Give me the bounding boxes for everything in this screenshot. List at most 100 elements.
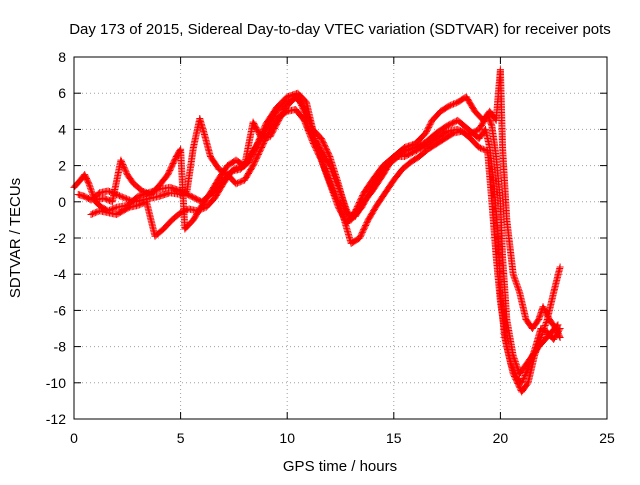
data-point: [300, 104, 308, 112]
data-point: [140, 188, 148, 196]
data-point: [477, 144, 485, 152]
data-point: [91, 209, 99, 217]
data-point: [134, 201, 142, 209]
data-point: [542, 320, 550, 328]
data-point: [86, 183, 94, 191]
data-point: [121, 166, 129, 174]
data-point: [104, 187, 112, 195]
data-point: [326, 179, 334, 187]
data-point: [332, 193, 340, 201]
data-point: [511, 276, 519, 284]
data-point: [531, 352, 539, 360]
series-3: [87, 89, 564, 396]
data-point: [319, 162, 327, 170]
data-point: [324, 173, 332, 181]
data-point: [556, 263, 564, 271]
data-point: [539, 328, 547, 336]
data-point: [115, 192, 123, 200]
data-point: [261, 123, 269, 131]
data-point: [532, 347, 540, 355]
data-point: [308, 123, 316, 131]
data-point: [335, 199, 343, 207]
data-point: [333, 196, 341, 204]
data-point: [238, 177, 246, 185]
data-point: [448, 101, 456, 109]
data-point: [451, 99, 459, 107]
data-point: [534, 343, 542, 351]
data-point: [515, 285, 523, 293]
data-point: [301, 107, 309, 115]
data-point: [510, 272, 518, 280]
data-point: [537, 332, 545, 340]
x-tick-label: 10: [279, 430, 295, 446]
data-point: [330, 189, 338, 197]
y-tick-label: 2: [58, 158, 66, 174]
y-tick-label: -6: [54, 302, 67, 318]
data-point: [141, 188, 149, 196]
x-tick-label: 20: [493, 430, 509, 446]
y-tick-label: -12: [46, 411, 66, 427]
data-point: [536, 335, 544, 343]
data-point: [106, 188, 114, 196]
data-point: [307, 121, 315, 129]
data-point: [302, 108, 310, 116]
data-point: [305, 117, 313, 125]
data-point: [100, 194, 108, 202]
data-point: [336, 202, 344, 210]
y-tick-label: 4: [58, 121, 66, 137]
x-tick-label: 5: [177, 430, 185, 446]
data-point: [124, 195, 132, 203]
data-point: [335, 200, 343, 208]
data-point: [514, 284, 522, 292]
data-point: [305, 129, 313, 137]
data-point: [329, 185, 337, 193]
data-point: [259, 127, 267, 135]
data-point: [512, 278, 520, 286]
data-point: [259, 126, 267, 134]
data-point: [540, 325, 548, 332]
data-point: [555, 332, 563, 340]
data-point: [478, 145, 486, 153]
data-point: [88, 189, 96, 197]
data-point: [535, 338, 543, 346]
data-point: [540, 326, 548, 334]
data-point: [325, 175, 333, 183]
data-point: [118, 159, 126, 167]
data-point: [304, 114, 312, 122]
y-tick-label: 8: [58, 49, 66, 65]
data-point: [119, 162, 127, 170]
data-point: [123, 195, 131, 203]
y-axis-title: SDTVAR / TECUs: [7, 178, 24, 298]
data-point: [142, 189, 150, 197]
data-point: [120, 163, 128, 171]
data-point: [536, 337, 544, 345]
data-points: [70, 66, 564, 396]
data-point: [531, 350, 539, 358]
data-point: [329, 186, 337, 194]
y-tick-label: -4: [54, 266, 67, 282]
chart-title: Day 173 of 2015, Sidereal Day-to-day VTE…: [69, 21, 611, 38]
data-point: [236, 178, 244, 186]
data-point: [327, 180, 335, 188]
data-point: [445, 102, 453, 110]
data-point: [325, 176, 333, 184]
data-point: [260, 124, 268, 132]
data-point: [111, 204, 119, 212]
data-point: [135, 201, 143, 209]
data-point: [117, 156, 125, 164]
data-point: [518, 377, 526, 385]
data-point: [87, 184, 95, 192]
data-point: [323, 172, 331, 180]
data-point: [301, 105, 309, 113]
data-point: [511, 275, 519, 283]
data-point: [305, 115, 313, 123]
x-tick-label: 25: [599, 430, 615, 446]
data-point: [475, 144, 483, 151]
data-point: [103, 195, 111, 203]
data-point: [321, 166, 329, 174]
data-point: [512, 279, 520, 287]
data-point: [138, 187, 146, 195]
data-point: [85, 181, 93, 189]
data-point: [515, 287, 523, 295]
